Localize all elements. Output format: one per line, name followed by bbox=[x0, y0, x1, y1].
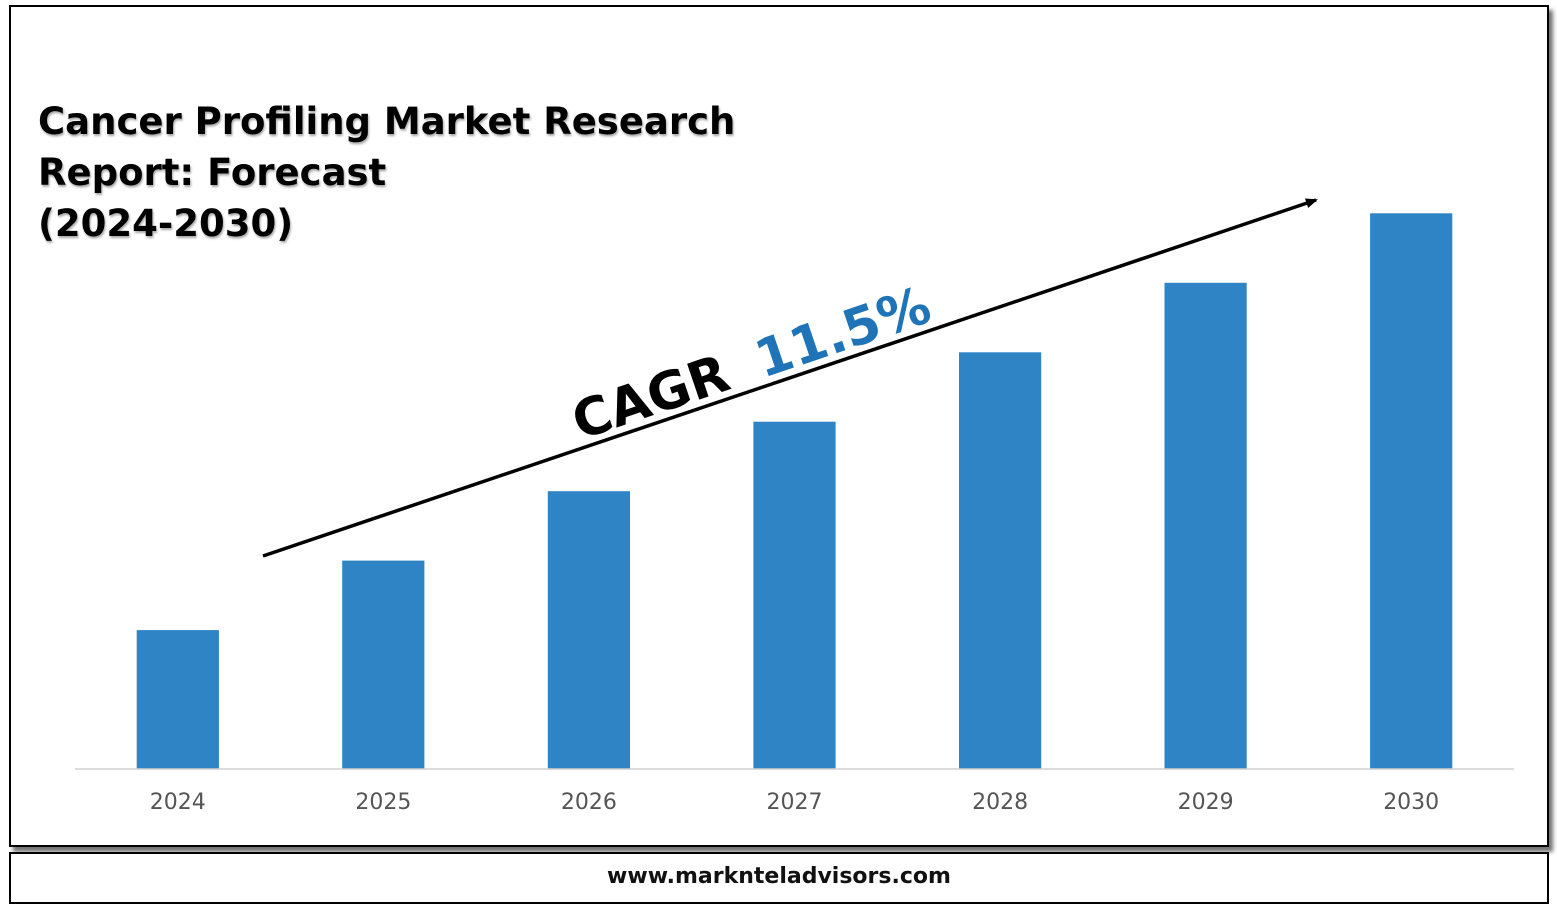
bar-2027 bbox=[753, 421, 836, 769]
x-tick-label-2025: 2025 bbox=[355, 790, 411, 815]
bars bbox=[136, 213, 1453, 770]
x-tick-label-2027: 2027 bbox=[767, 790, 823, 815]
chart-title-line-2: Report: Forecast bbox=[38, 151, 387, 194]
footer: www.marknteladvisors.com bbox=[9, 852, 1549, 904]
bar-2026 bbox=[547, 491, 630, 769]
chart-title: Cancer Profiling Market Research Report:… bbox=[38, 96, 738, 249]
trend-arrow bbox=[262, 198, 1318, 558]
bar-2024 bbox=[136, 630, 219, 769]
x-tick-labels: 2024 2025 2026 2027 2028 2029 2030 bbox=[150, 790, 1439, 815]
x-tick-label-2026: 2026 bbox=[561, 790, 617, 815]
bar-2028 bbox=[959, 352, 1042, 769]
chart-title-line-1: Cancer Profiling Market Research bbox=[38, 100, 736, 143]
x-tick-label-2029: 2029 bbox=[1178, 790, 1234, 815]
cagr-annotation: CAGR 11.5% bbox=[565, 276, 938, 453]
cagr-value: 11.5% bbox=[748, 276, 938, 391]
x-tick-label-2024: 2024 bbox=[150, 790, 206, 815]
bar-2029 bbox=[1164, 282, 1247, 769]
x-tick-label-2030: 2030 bbox=[1383, 790, 1439, 815]
bar-2030 bbox=[1370, 213, 1453, 770]
bar-2025 bbox=[342, 560, 425, 769]
footer-website: www.marknteladvisors.com bbox=[607, 864, 951, 889]
cagr-label: CAGR bbox=[565, 344, 737, 452]
x-tick-label-2028: 2028 bbox=[972, 790, 1028, 815]
chart-title-line-3: (2024-2030) bbox=[38, 202, 294, 245]
